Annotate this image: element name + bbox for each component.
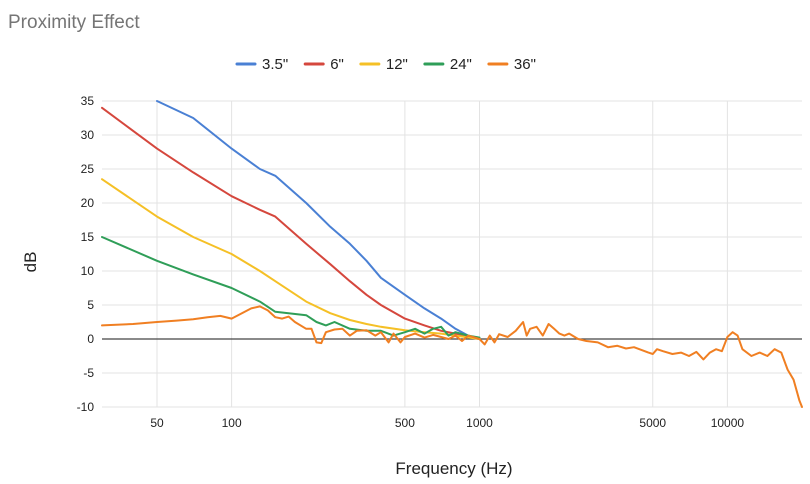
y-tick-label: -5 — [83, 366, 94, 380]
series-line-5 — [101, 305, 803, 408]
y-tick-label: 5 — [87, 298, 94, 312]
series-line-1 — [156, 100, 481, 340]
y-tick-label: 10 — [81, 264, 95, 278]
legend-label-4: 24" — [450, 56, 472, 73]
legend: 3.5" 6" 12" 24" 36" — [235, 56, 536, 73]
series-line-3 — [101, 178, 481, 340]
x-tick-labels: 50 100 500 1000 5000 10000 — [150, 416, 744, 430]
legend-label-2: 6" — [330, 56, 344, 73]
x-tick-label: 1000 — [466, 416, 493, 430]
x-tick-label: 50 — [150, 416, 164, 430]
y-axis-label: dB — [21, 252, 40, 273]
grid — [102, 100, 802, 408]
y-tick-label: 0 — [87, 332, 94, 346]
y-tick-label: 30 — [81, 128, 95, 142]
x-tick-label: 100 — [222, 416, 242, 430]
series-group — [101, 100, 803, 408]
y-tick-labels: 35 30 25 20 15 10 5 0 -5 -10 — [77, 94, 95, 414]
chart-title: Proximity Effect — [8, 12, 140, 33]
legend-label-3: 12" — [386, 56, 408, 73]
y-tick-label: -10 — [77, 400, 95, 414]
x-tick-label: 500 — [395, 416, 415, 430]
y-tick-label: 15 — [81, 230, 95, 244]
y-tick-label: 20 — [81, 196, 95, 210]
legend-label-1: 3.5" — [262, 56, 288, 73]
y-tick-label: 35 — [81, 94, 95, 108]
y-tick-label: 25 — [81, 162, 95, 176]
series-line-2 — [101, 106, 481, 340]
legend-label-5: 36" — [514, 56, 536, 73]
x-axis-label: Frequency (Hz) — [395, 459, 512, 478]
x-tick-label: 5000 — [639, 416, 666, 430]
x-tick-label: 10000 — [711, 416, 745, 430]
